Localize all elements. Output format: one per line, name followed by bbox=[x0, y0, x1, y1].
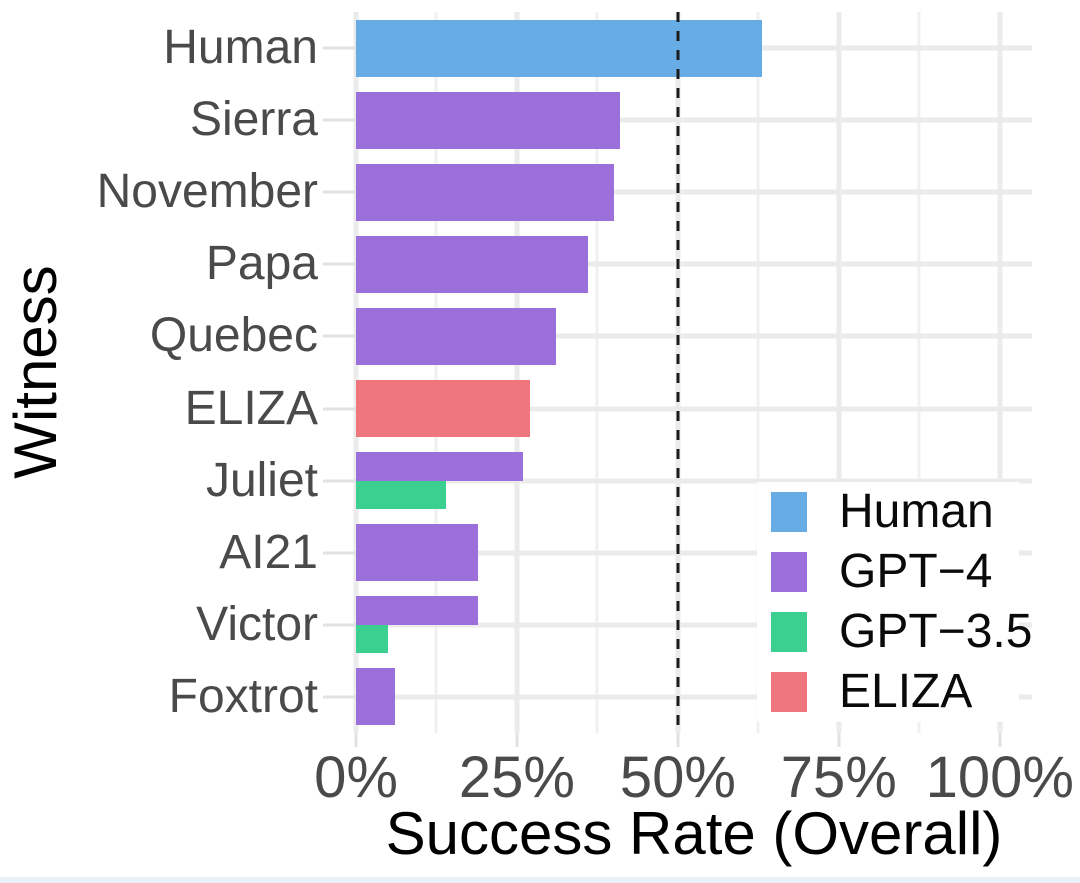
gridline-major-horizontal bbox=[356, 694, 1032, 700]
bar-row bbox=[356, 661, 1032, 733]
bar-papa-gpt-4 bbox=[356, 235, 588, 293]
bar-row bbox=[356, 517, 1032, 589]
legend: Human GPT−4 GPT−3.5 ELIZA bbox=[757, 482, 1032, 722]
y-axis-tick bbox=[323, 262, 356, 266]
x-axis-tick bbox=[837, 733, 841, 747]
gridline-major-horizontal bbox=[356, 117, 1032, 123]
bar-november-gpt-4 bbox=[356, 163, 614, 221]
legend-label: GPT−4 bbox=[839, 545, 993, 598]
bar-sierra-gpt-4 bbox=[356, 91, 620, 149]
category-label: Juliet bbox=[205, 453, 318, 507]
legend-item-gpt-4: GPT−4 bbox=[771, 548, 1019, 596]
legend-swatch-gpt-4 bbox=[771, 552, 807, 592]
y-axis-tick bbox=[323, 46, 356, 50]
x-axis-tick-labels: 0% 25% 50% 75% 100% bbox=[314, 745, 1074, 810]
gridline-major-vertical bbox=[514, 12, 520, 733]
category-label: Quebec bbox=[149, 309, 318, 363]
x-axis-tick bbox=[998, 733, 1002, 747]
bar-foxtrot-gpt-4 bbox=[356, 668, 395, 726]
bar-row bbox=[356, 300, 1032, 372]
y-axis-labels: Human Sierra November Papa Quebec ELIZA Juliet… bbox=[0, 12, 322, 733]
legend-label: Human bbox=[839, 485, 994, 538]
gridline-major-horizontal bbox=[356, 406, 1032, 412]
gridline-major-vertical bbox=[997, 12, 1003, 733]
gridline-minor-vertical bbox=[756, 12, 760, 733]
gridline-minor-vertical bbox=[595, 12, 599, 733]
bar-human-human bbox=[356, 19, 762, 77]
category-label: Papa bbox=[205, 237, 318, 291]
gridline-major-vertical bbox=[353, 12, 359, 733]
category-label: Foxtrot bbox=[168, 669, 318, 723]
category-label: Human bbox=[163, 21, 318, 75]
bar-victor-gpt-4 bbox=[356, 596, 479, 625]
gridline-major-horizontal bbox=[356, 333, 1032, 339]
bar-row bbox=[356, 445, 1032, 517]
legend-item-eliza: ELIZA bbox=[771, 668, 1019, 716]
gridline-major-horizontal bbox=[356, 478, 1032, 484]
category-label: Sierra bbox=[189, 93, 318, 147]
bar-row bbox=[356, 12, 1032, 84]
legend-item-gpt-3.5: GPT−3.5 bbox=[771, 608, 1032, 656]
y-axis-tick bbox=[323, 407, 356, 411]
bottom-edge-strip bbox=[0, 877, 1080, 883]
reference-line-50pct bbox=[676, 12, 680, 733]
bar-eliza-eliza bbox=[356, 380, 530, 438]
plot-panel bbox=[323, 12, 1032, 747]
bar-row bbox=[356, 84, 1032, 156]
bar-quebec-gpt-4 bbox=[356, 307, 556, 365]
category-label: ELIZA bbox=[184, 381, 318, 435]
x-axis-title: Success Rate (Overall) bbox=[385, 800, 1003, 867]
category-label: November bbox=[96, 165, 318, 219]
gridline-minor-vertical bbox=[434, 12, 438, 733]
gridline-major-horizontal bbox=[356, 550, 1032, 556]
y-axis-tick bbox=[323, 118, 356, 122]
gridline-minor-vertical bbox=[917, 12, 921, 733]
gridline-major-horizontal bbox=[356, 189, 1032, 195]
category-label: AI21 bbox=[219, 525, 318, 579]
legend-label: GPT−3.5 bbox=[839, 605, 1033, 658]
legend-swatch-eliza bbox=[771, 672, 807, 712]
bar-juliet-gpt-3.5 bbox=[356, 480, 447, 510]
bar-row bbox=[356, 156, 1032, 228]
gridline-major-horizontal bbox=[356, 622, 1032, 628]
x-tick-label: 50% bbox=[619, 745, 736, 810]
x-axis-tick bbox=[515, 733, 519, 747]
bar-ai21-gpt-4 bbox=[356, 524, 479, 582]
y-axis-tick bbox=[323, 479, 356, 483]
x-axis-tick bbox=[354, 733, 358, 747]
legend-label: ELIZA bbox=[839, 665, 973, 718]
y-axis-tick bbox=[323, 695, 356, 699]
x-tick-label: 100% bbox=[925, 745, 1074, 810]
gridline-major-vertical bbox=[836, 12, 842, 733]
bar-juliet-gpt-4 bbox=[356, 452, 524, 481]
x-tick-label: 25% bbox=[458, 745, 575, 810]
x-tick-label: 0% bbox=[314, 745, 398, 810]
y-axis-tick bbox=[323, 551, 356, 555]
y-axis-tick bbox=[323, 623, 356, 627]
bar-row bbox=[356, 228, 1032, 300]
category-label: Victor bbox=[196, 597, 318, 651]
bar-victor-gpt-3.5 bbox=[356, 624, 389, 654]
x-axis-tick bbox=[676, 733, 680, 747]
bar-row bbox=[356, 589, 1032, 661]
y-axis-tick bbox=[323, 334, 356, 338]
legend-swatch-human bbox=[771, 492, 807, 532]
x-tick-label: 75% bbox=[780, 745, 897, 810]
bar-row bbox=[356, 373, 1032, 445]
legend-swatch-gpt-3.5 bbox=[771, 612, 807, 652]
y-axis-tick bbox=[323, 190, 356, 194]
legend-item-human: Human bbox=[771, 488, 1019, 536]
gridline-major-horizontal bbox=[356, 261, 1032, 267]
